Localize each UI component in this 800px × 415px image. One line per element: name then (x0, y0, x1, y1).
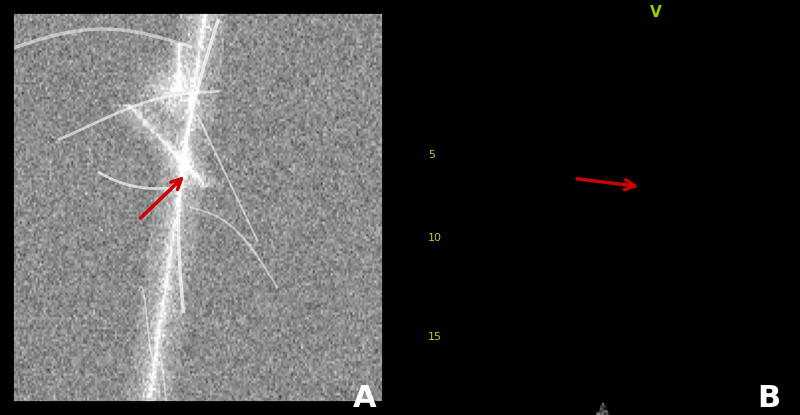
Text: 15: 15 (428, 332, 442, 342)
Text: B: B (757, 384, 780, 413)
Text: V: V (650, 5, 662, 20)
Text: 10: 10 (428, 233, 442, 243)
Text: 5: 5 (428, 150, 434, 160)
Text: A: A (353, 384, 376, 413)
